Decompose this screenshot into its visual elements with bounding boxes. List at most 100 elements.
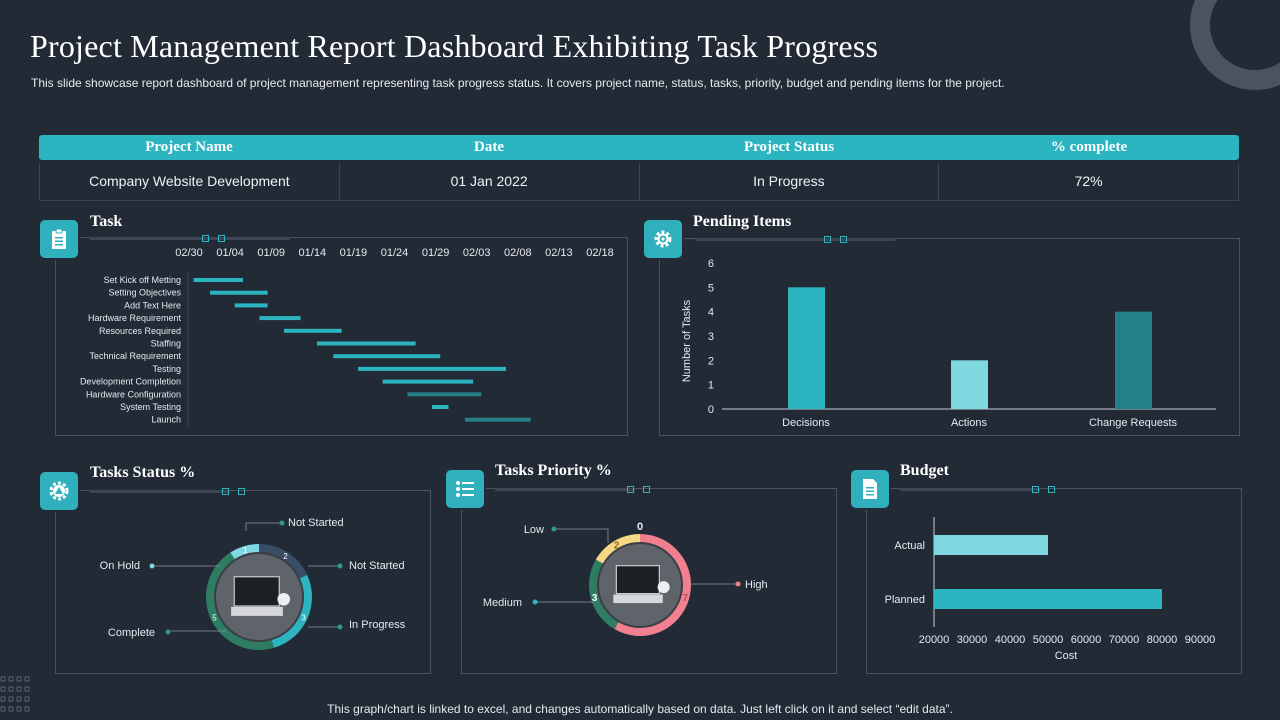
cell-percent-complete: 72%: [1074, 173, 1103, 189]
tasks-status-chart: 2 3 5 1 Not Started Not Started On Hold In Prog…: [100, 517, 406, 650]
budget-bar[interactable]: [934, 589, 1162, 609]
status-callout-label: On Hold: [100, 560, 140, 572]
pending-y-tick: 3: [708, 331, 714, 343]
priority-top-value: 0: [637, 521, 643, 533]
task-handle-right: [218, 235, 225, 242]
status-callout-dot: [165, 629, 171, 635]
gantt-bar[interactable]: [234, 303, 268, 308]
priority-slice-value: 2: [614, 540, 620, 551]
gantt-bar[interactable]: [432, 405, 449, 409]
budget-x-tick: 70000: [1109, 634, 1140, 646]
budget-x-label: Cost: [1055, 650, 1078, 662]
status-slice[interactable]: [259, 544, 308, 579]
project-table: Project Name Date Project Status % compl…: [39, 135, 1239, 201]
pending-bar[interactable]: [788, 287, 825, 409]
table-row[interactable]: Company Website Development 01 Jan 2022 …: [39, 163, 1239, 201]
pending-y-label: Number of Tasks: [681, 299, 693, 382]
gantt-bar[interactable]: [358, 366, 507, 371]
priority-callout-label: Medium: [483, 597, 522, 609]
status-slice[interactable]: [271, 574, 312, 648]
budget-x-tick: 40000: [995, 634, 1026, 646]
document-icon: [851, 470, 889, 508]
priority-handle-right: [643, 486, 650, 493]
gantt-bar[interactable]: [284, 328, 342, 333]
pending-bar[interactable]: [1115, 311, 1152, 409]
budget-bar[interactable]: [934, 535, 1048, 555]
gantt-task-label: Technical Requirement: [89, 351, 181, 361]
laptop-screen: [233, 576, 280, 607]
tasks-priority-title: Tasks Priority %: [495, 462, 612, 479]
gantt-tick-label: 02/30: [175, 247, 203, 259]
gantt-tick-label: 02/18: [586, 247, 614, 259]
decorative-dot-grid: [0, 676, 30, 712]
col-percent-complete: % complete: [1050, 139, 1128, 155]
status-slice[interactable]: [205, 552, 274, 650]
status-callout-dot: [149, 563, 155, 569]
pending-y-tick: 5: [708, 282, 714, 294]
gantt-bar[interactable]: [407, 392, 482, 397]
gantt-task-label: Set Kick off Metting: [104, 275, 181, 285]
gantt-bar[interactable]: [316, 341, 416, 346]
pending-items-panel: [659, 238, 1240, 436]
priority-callout-label: High: [745, 579, 768, 591]
gantt-tick-label: 02/08: [504, 247, 532, 259]
gantt-tick-label: 01/09: [257, 247, 285, 259]
status-callout-label: Not Started: [288, 517, 344, 529]
gantt-task-label: Staffing: [151, 339, 181, 349]
task-title-line: [90, 237, 290, 240]
pending-bar[interactable]: [951, 360, 988, 409]
tasks-status-panel: [55, 490, 431, 674]
pending-title-line: [695, 238, 895, 241]
priority-title-line: [495, 488, 635, 491]
pending-y-tick: 0: [708, 404, 714, 416]
tasks-status-title: Tasks Status %: [90, 464, 196, 481]
gantt-bar[interactable]: [193, 278, 243, 282]
gantt-bar[interactable]: [382, 379, 474, 384]
budget-x-tick: 20000: [919, 634, 950, 646]
status-callout-label: In Progress: [349, 619, 406, 631]
priority-slice[interactable]: [614, 534, 692, 636]
status-callout-dot: [337, 624, 343, 630]
list-icon: [446, 470, 484, 508]
budget-x-tick: 50000: [1033, 634, 1064, 646]
gantt-task-label: Testing: [152, 364, 181, 374]
status-slice-value: 5: [212, 613, 217, 622]
status-slice-value: 2: [283, 552, 288, 561]
pending-y-tick: 2: [708, 355, 714, 367]
priority-callout-dot: [532, 599, 538, 605]
gear-triangle-icon: [40, 472, 78, 510]
status-slice-value: 3: [301, 613, 306, 622]
laptop-base: [231, 606, 283, 616]
gantt-bar[interactable]: [464, 417, 531, 422]
budget-chart: 20000 30000 40000 50000 60000 70000 80000 90000…: [885, 517, 1215, 662]
col-project-status: Project Status: [743, 139, 835, 155]
task-panel-title: Task: [90, 213, 123, 230]
gantt-bar[interactable]: [333, 354, 441, 359]
gantt-bar[interactable]: [210, 290, 268, 295]
cell-project-name: Company Website Development: [40, 163, 340, 200]
gantt-chart: 02/30 01/04 01/09 01/14 01/19 01/24 01/29 02/03…: [80, 247, 614, 428]
budget-x-tick: 30000: [957, 634, 988, 646]
priority-slice[interactable]: [595, 534, 640, 564]
pending-handle-left: [824, 236, 831, 243]
pending-handle-right: [840, 236, 847, 243]
priority-callout-line: [554, 528, 609, 543]
gantt-task-label: Add Text Here: [124, 300, 181, 310]
status-slice[interactable]: [230, 544, 259, 560]
budget-category-label: Actual: [894, 540, 925, 552]
tasks-priority-chart: 3 2 7 0 Low Medium High: [483, 521, 768, 636]
task-panel: [55, 237, 628, 436]
status-title-line: [90, 490, 230, 493]
gantt-bar[interactable]: [259, 316, 301, 321]
status-callout-dot: [279, 520, 285, 526]
gantt-task-label: Hardware Configuration: [86, 389, 181, 399]
gantt-task-label: Launch: [151, 415, 181, 425]
priority-slice[interactable]: [589, 559, 619, 630]
priority-callout-dot: [735, 581, 741, 587]
col-project-name: Project Name: [145, 139, 233, 155]
laptop-base: [613, 594, 663, 604]
gantt-tick-label: 01/19: [340, 247, 368, 259]
page-subtitle: This slide showcase report dashboard of …: [31, 76, 1005, 90]
status-callout-label: Not Started: [349, 560, 405, 572]
footer-note: This graph/chart is linked to excel, and…: [327, 702, 953, 716]
